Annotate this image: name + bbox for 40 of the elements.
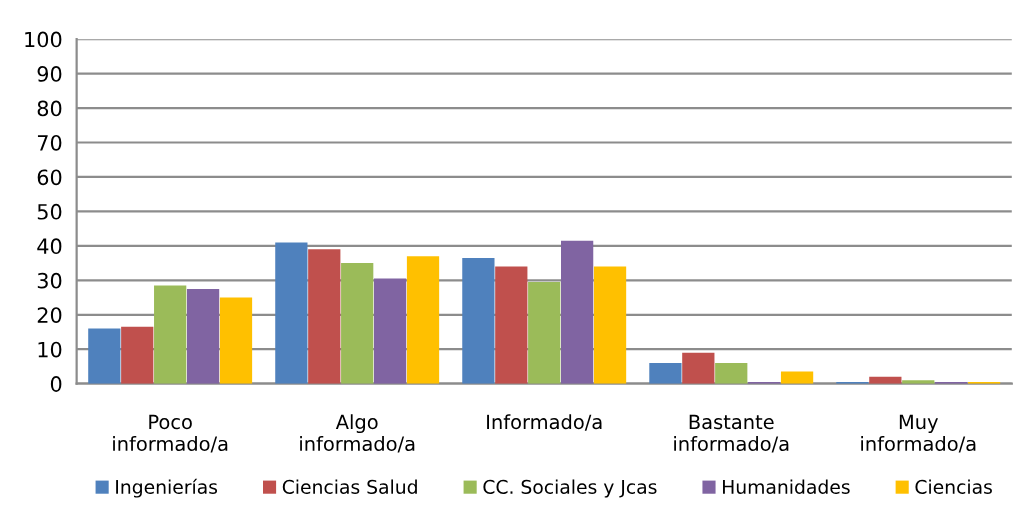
y-tick-label: 100 bbox=[25, 31, 62, 48]
bar bbox=[341, 263, 374, 384]
bar bbox=[649, 363, 682, 384]
y-tick-label: 10 bbox=[38, 341, 62, 358]
legend-label: Ingenierías bbox=[116, 478, 218, 498]
x-tick-label: Muy informado/a bbox=[861, 414, 976, 453]
y-tick-label: 40 bbox=[37, 238, 62, 255]
legend-label: Ciencias Salud bbox=[282, 479, 417, 494]
bar bbox=[561, 240, 594, 384]
bar bbox=[275, 242, 308, 384]
x-tick-label: Poco informado/a bbox=[113, 414, 228, 453]
bar bbox=[495, 266, 528, 384]
y-tick-label: 50 bbox=[37, 203, 62, 220]
bar bbox=[121, 326, 154, 384]
bar bbox=[88, 328, 121, 384]
y-tick-label: 0 bbox=[50, 376, 62, 392]
y-tick-label: 70 bbox=[37, 134, 62, 151]
bar bbox=[462, 257, 495, 384]
bar bbox=[308, 249, 341, 384]
legend-label: CC. Sociales y Jcas bbox=[483, 479, 657, 498]
legend-label: Ciencias bbox=[915, 479, 992, 494]
x-tick-label: Bastante informado/a bbox=[674, 414, 789, 453]
bar bbox=[715, 363, 748, 384]
y-tick-label: 30 bbox=[37, 272, 62, 289]
bar bbox=[154, 285, 187, 384]
x-tick-label: Algo informado/a bbox=[300, 414, 415, 453]
y-tick-label: 60 bbox=[37, 169, 62, 186]
x-tick-label: Informado/a bbox=[487, 414, 602, 431]
y-tick-label: 90 bbox=[37, 66, 62, 82]
bar bbox=[780, 371, 814, 384]
y-tick-label: 80 bbox=[37, 100, 62, 117]
bar bbox=[186, 288, 220, 384]
bar bbox=[406, 256, 440, 384]
bar bbox=[219, 297, 253, 384]
bar bbox=[593, 266, 627, 384]
legend-label: Humanidades bbox=[723, 479, 850, 494]
y-tick-label: 20 bbox=[37, 307, 62, 323]
bar bbox=[528, 282, 561, 384]
bar bbox=[682, 352, 715, 384]
bar bbox=[373, 278, 407, 384]
